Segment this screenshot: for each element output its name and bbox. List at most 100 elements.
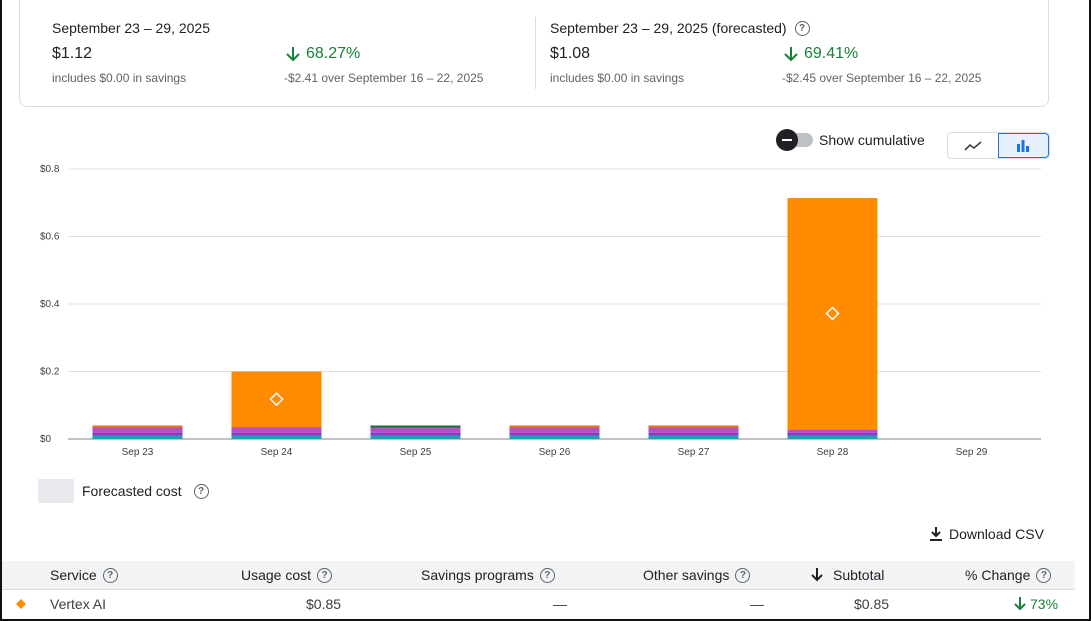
bar-segment [231,435,322,439]
bar-segment [231,371,322,427]
help-icon[interactable]: ? [539,567,555,583]
arrow-down-icon [784,47,798,62]
bar-segment [648,435,739,439]
line-chart-button[interactable] [948,133,998,158]
cell-subtotal: $0.85 [854,596,890,612]
bar-chart-button[interactable] [997,133,1049,158]
header-pct-change-label: % Change [965,567,1031,583]
actual-change: 68.27% [286,45,360,63]
forecast-change-note: -$2.45 over September 16 – 22, 2025 [782,71,982,85]
y-tick-label: $0.2 [40,367,60,378]
bar-segment [787,435,878,439]
cost-summary-card: September 23 – 29, 2025 $1.12 includes $… [19,0,1049,107]
help-icon[interactable]: ? [193,483,209,499]
header-savings-programs[interactable]: Savings programs ? [421,567,555,583]
actual-change-note: -$2.41 over September 16 – 22, 2025 [284,71,484,85]
header-service[interactable]: Service ? [50,567,118,583]
arrow-down-icon [286,47,300,62]
bar-segment [370,425,461,428]
forecast-amount: $1.08 [550,45,591,62]
bar-segment [92,432,183,436]
forecast-swatch [38,479,74,503]
bar-segment [787,429,878,433]
show-cumulative-label: Show cumulative [819,132,925,148]
header-usage-cost-label: Usage cost [241,567,312,583]
header-savings-programs-label: Savings programs [421,567,534,583]
actual-change-pct: 68.27% [306,45,361,62]
x-tick-label: Sep 28 [817,447,849,458]
help-icon[interactable]: ? [1036,567,1052,583]
bar-segment [231,427,322,433]
bar-segment [509,425,600,428]
x-tick-label: Sep 27 [678,447,710,458]
bar-segment [509,432,600,436]
bar-segment [787,429,878,431]
forecast-marker [269,392,284,407]
bar-segment [648,425,739,428]
cell-service[interactable]: Vertex AI [50,596,107,612]
forecast-marker [825,306,840,321]
line-chart-icon [964,140,982,151]
header-subtotal[interactable]: Subtotal [811,567,884,583]
y-tick-label: $0.8 [40,164,60,175]
download-icon [930,527,942,541]
pct-change-value: 73% [1030,596,1059,612]
table-row[interactable]: Vertex AI $0.85 — — $0.85 73% [2,590,1075,618]
bar-segment [231,426,322,428]
show-cumulative-toggle[interactable]: Show cumulative [776,129,925,151]
forecast-change: 69.41% [784,45,858,63]
header-other-savings-label: Other savings [643,567,730,583]
toggle-knob [776,129,798,151]
x-tick-label: Sep 25 [400,447,432,458]
x-tick-label: Sep 23 [122,447,154,458]
help-icon[interactable]: ? [102,567,118,583]
header-service-label: Service [50,567,97,583]
bar-chart-icon [1017,139,1030,152]
bar-segment [787,198,878,430]
sort-arrow-down-icon [811,568,823,582]
x-tick-label: Sep 26 [539,447,571,458]
forecast-period-title: September 23 – 29, 2025 (forecasted) [550,20,787,36]
actual-amount: $1.12 [52,45,93,62]
cell-pct-change: 73% [1014,596,1058,612]
table-header: Service ? Usage cost ? Savings programs … [2,561,1075,590]
header-pct-change[interactable]: % Change ? [965,567,1052,583]
download-csv-label: Download CSV [949,526,1044,542]
bar-segment [92,435,183,439]
help-icon[interactable]: ? [794,20,810,36]
cell-usage-cost: $0.85 [306,596,342,612]
toggle-switch[interactable] [776,129,813,151]
arrow-down-icon [1014,597,1026,611]
download-csv-button[interactable]: Download CSV [929,526,1044,542]
bar-segment [231,432,322,436]
bar-segment [370,427,461,433]
cost-bar-chart: $0 $0.2 $0.4 $0.6 $0.8 Sep 23 Sep 24 Sep 25 Sep … [40,164,1041,458]
header-usage-cost[interactable]: Usage cost ? [241,567,333,583]
x-tick-label: Sep 24 [261,447,293,458]
help-icon[interactable]: ? [735,567,751,583]
bar-segment [648,432,739,436]
forecasted-cost-label: Forecasted cost [82,483,182,499]
summary-divider [535,17,536,89]
actual-savings-note: includes $0.00 in savings [52,71,187,85]
y-tick-label: $0.4 [40,299,60,310]
y-tick-label: $0 [40,434,52,445]
bar-segment [370,432,461,436]
chart-type-selector [947,132,1050,159]
x-tick-label: Sep 29 [956,447,988,458]
header-other-savings[interactable]: Other savings ? [643,567,751,583]
chart-legend: Forecasted cost ? [38,479,209,503]
help-icon[interactable]: ? [317,567,333,583]
cell-savings-programs: — [553,596,567,612]
bar-segment [787,432,878,436]
forecast-change-pct: 69.41% [804,45,859,62]
bar-segment [648,427,739,433]
bar-segment [509,427,600,433]
bar-segment [509,435,600,439]
service-marker-icon [16,599,26,609]
bar-segment [370,435,461,439]
bar-segment [92,427,183,433]
actual-period-title: September 23 – 29, 2025 [52,20,211,36]
header-subtotal-label: Subtotal [833,567,885,583]
